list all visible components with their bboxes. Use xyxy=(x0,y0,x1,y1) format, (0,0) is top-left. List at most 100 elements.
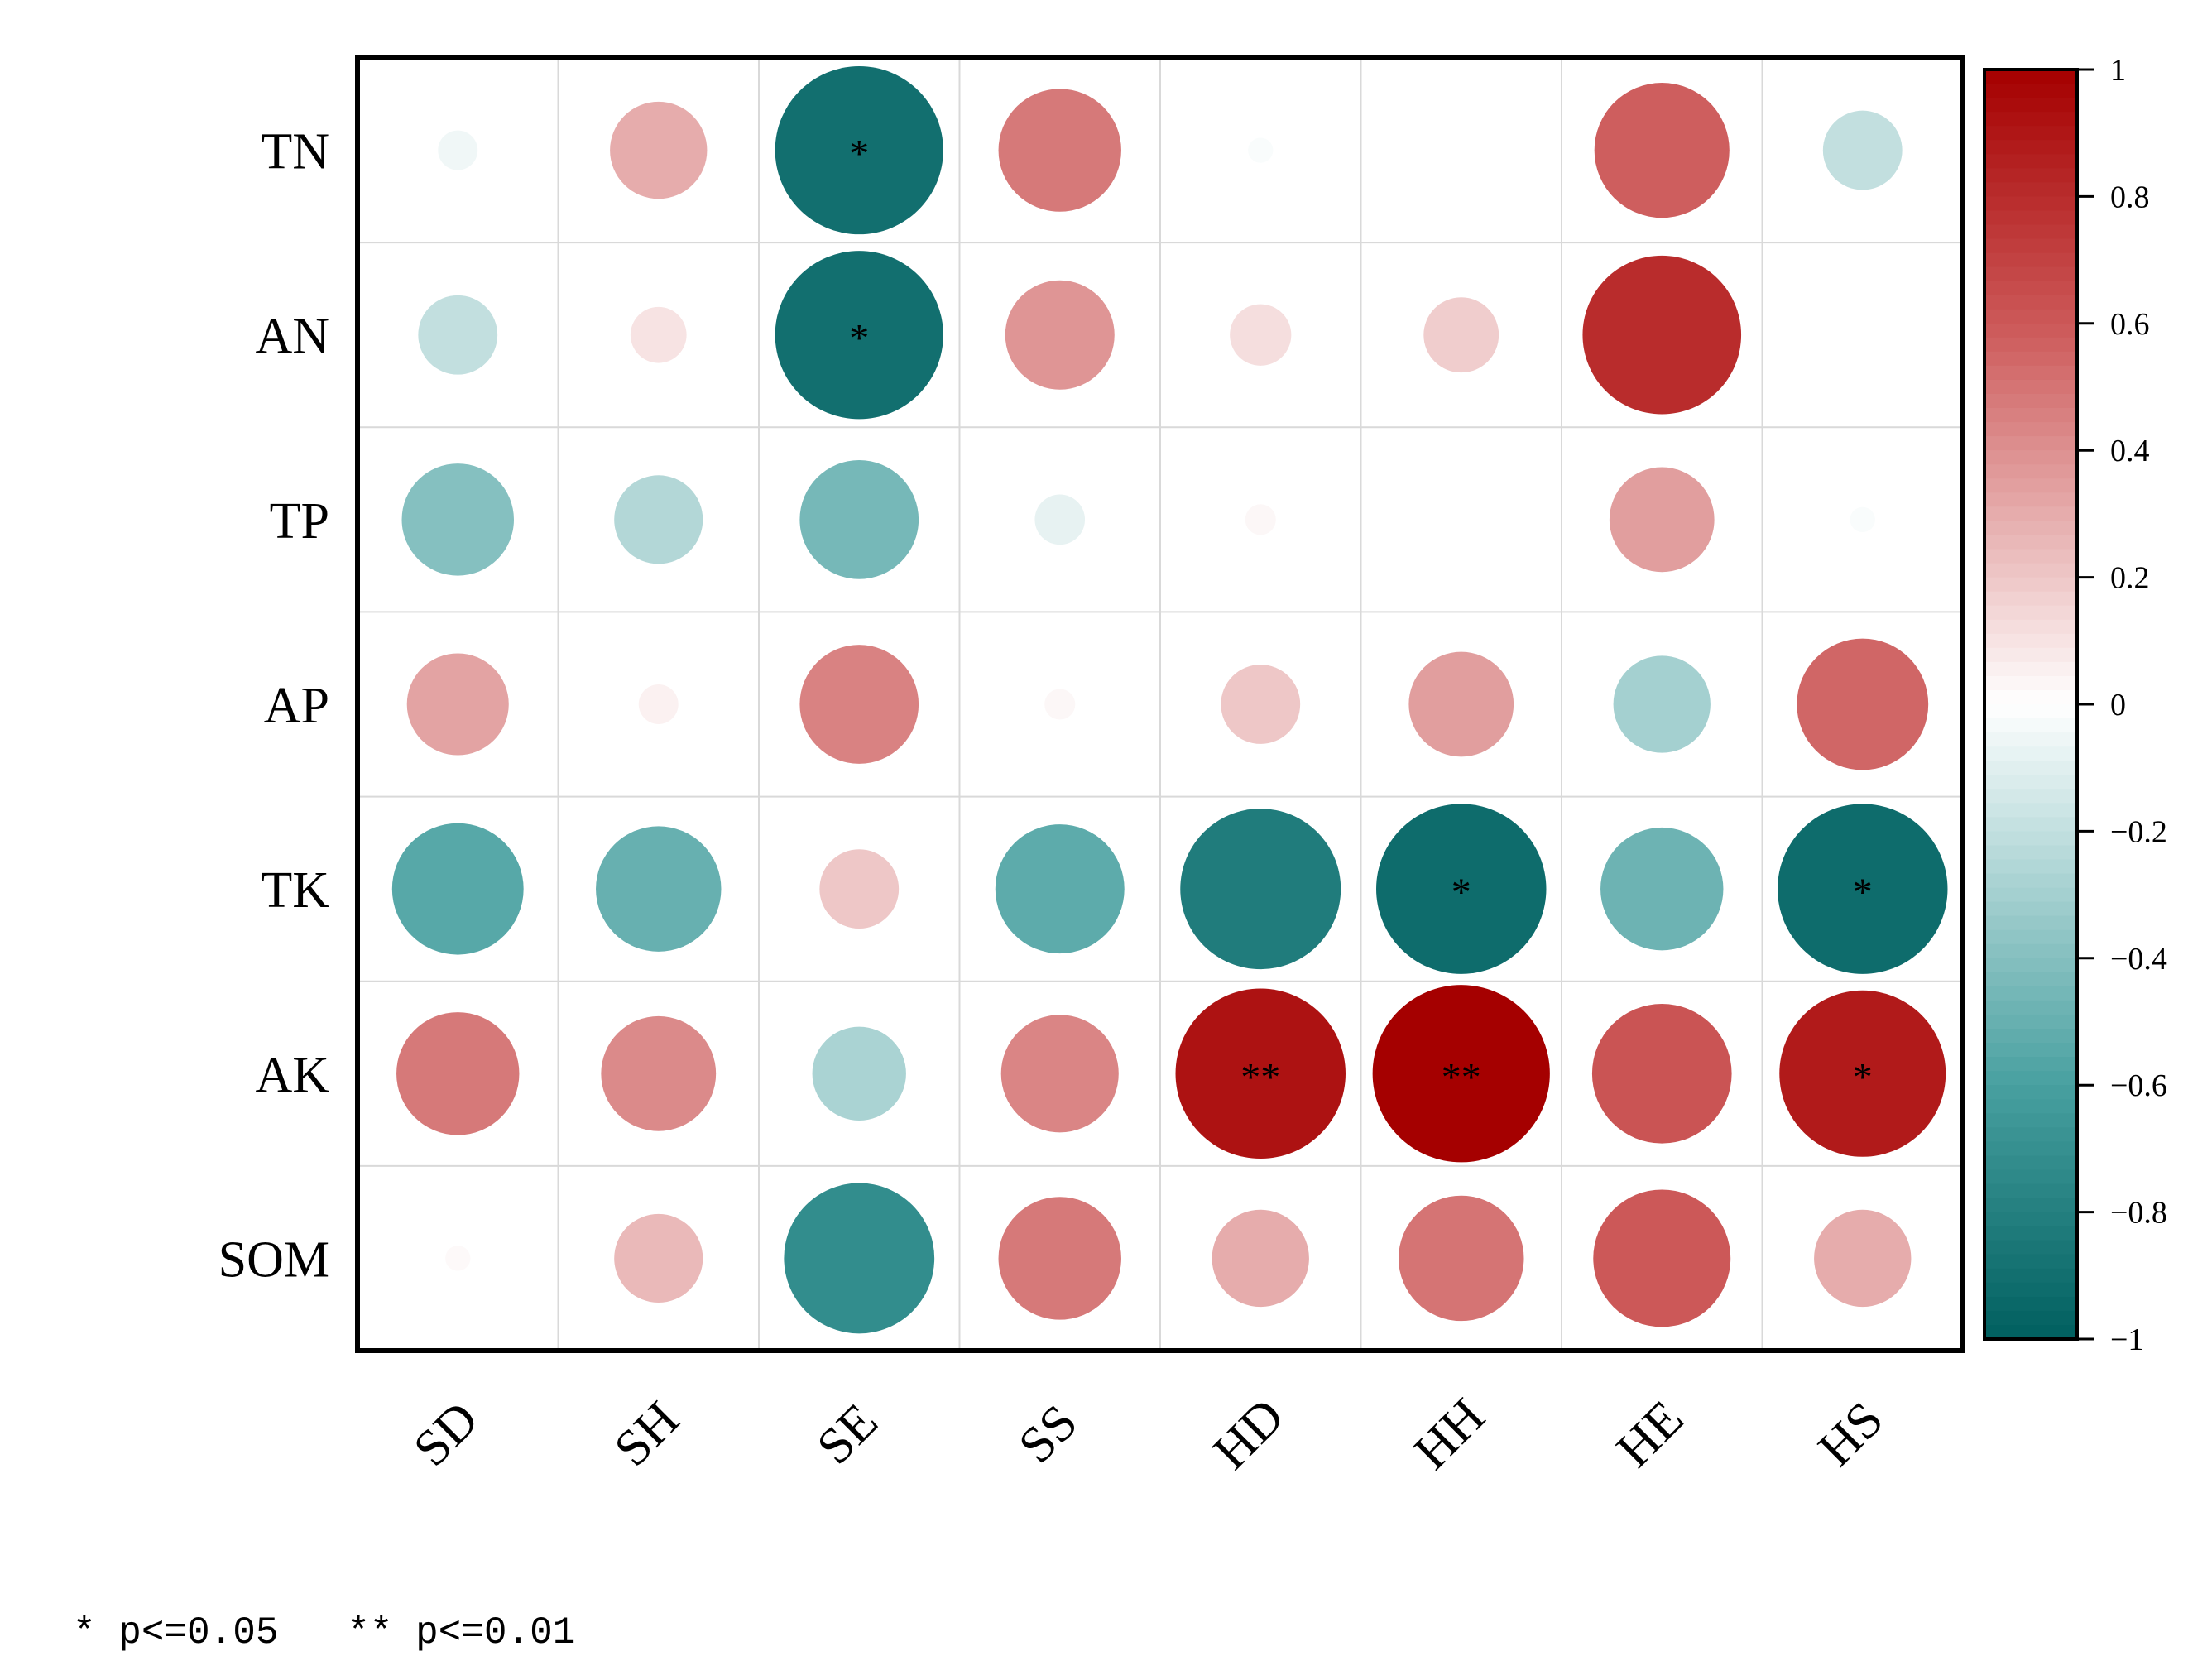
circle-som-hs xyxy=(1814,1209,1912,1308)
column-label-hs: HS xyxy=(1808,1391,1894,1477)
circle-an-sh xyxy=(630,306,687,363)
circle-tk-hh xyxy=(1376,804,1547,974)
circle-tn-hd xyxy=(1248,137,1274,163)
colorbar-swatch xyxy=(1984,478,2077,494)
colorbar: 1 0.8 0.6 0.4 0.2 0 −0.2 −0.4 −0.6 −0.8 −1 xyxy=(1983,53,2167,1357)
colorbar-swatch xyxy=(1984,563,2077,578)
colorbar-swatch xyxy=(1984,845,2077,861)
colorbar-swatch xyxy=(1984,549,2077,564)
colorbar-swatch xyxy=(1984,1099,2077,1115)
colorbar-swatch xyxy=(1984,337,2077,353)
significance-star: * xyxy=(1451,871,1471,914)
colorbar-swatch xyxy=(1984,859,2077,875)
colorbar-swatch xyxy=(1984,450,2077,466)
significance-star: * xyxy=(849,132,869,176)
colorbar-swatch xyxy=(1984,732,2077,748)
colorbar-swatch xyxy=(1984,126,2077,142)
colorbar-swatch xyxy=(1984,309,2077,324)
circle-ap-ss xyxy=(1044,689,1076,720)
circle-ap-se xyxy=(799,645,919,764)
colorbar-swatch xyxy=(1984,675,2077,691)
circle-tk-sh xyxy=(596,826,722,952)
colorbar-swatch xyxy=(1984,112,2077,127)
circle-tk-sd xyxy=(391,823,524,955)
colorbar-swatch xyxy=(1984,689,2077,705)
circle-an-sd xyxy=(418,295,498,375)
circle-som-ss xyxy=(998,1197,1121,1320)
colorbar-swatch xyxy=(1984,1296,2077,1312)
column-label-he: HE xyxy=(1606,1390,1695,1479)
circle-tp-hd xyxy=(1245,504,1276,535)
colorbar-swatch xyxy=(1984,605,2077,621)
significance-star: ** xyxy=(1442,1055,1481,1099)
colorbar-swatch xyxy=(1984,1141,2077,1157)
colorbar-swatch xyxy=(1984,577,2077,593)
colorbar-swatch xyxy=(1984,182,2077,198)
grid-lines xyxy=(357,58,1963,1351)
circle-som-hh xyxy=(1399,1195,1524,1322)
colorbar-swatch xyxy=(1984,803,2077,818)
significance-star: * xyxy=(1853,1055,1873,1099)
colorbar-swatch xyxy=(1984,1127,2077,1143)
circle-tp-ss xyxy=(1034,494,1086,545)
circle-tp-sd xyxy=(401,463,514,576)
colorbar-swatch xyxy=(1984,775,2077,790)
circle-tp-he xyxy=(1609,467,1715,573)
colorbar-swatch xyxy=(1984,281,2077,296)
colorbar-swatch xyxy=(1984,295,2077,310)
row-label-ak: AK xyxy=(255,1047,329,1103)
colorbar-swatch xyxy=(1984,70,2077,85)
circle-som-sd xyxy=(445,1246,471,1271)
row-label-som: SOM xyxy=(218,1231,329,1288)
circle-tp-se xyxy=(799,460,919,579)
circle-ap-hh xyxy=(1408,651,1514,757)
colorbar-swatch xyxy=(1984,436,2077,452)
circle-tk-he xyxy=(1600,827,1724,951)
colorbar-swatch xyxy=(1984,154,2077,170)
circle-tn-hs xyxy=(1822,110,1903,190)
colorbar-swatch xyxy=(1984,351,2077,367)
colorbar-swatch xyxy=(1984,943,2077,959)
colorbar-swatch xyxy=(1984,1043,2077,1058)
colorbar-swatch xyxy=(1984,506,2077,522)
circle-tn-ss xyxy=(998,89,1121,212)
colorbar-swatch xyxy=(1984,196,2077,212)
column-label-sh: SH xyxy=(604,1391,690,1477)
column-label-hd: HD xyxy=(1202,1388,1294,1480)
colorbar-swatch xyxy=(1984,761,2077,776)
colorbar-swatch xyxy=(1984,464,2077,480)
colorbar-swatch xyxy=(1984,394,2077,410)
colorbar-swatch xyxy=(1984,972,2077,987)
circle-tk-hd xyxy=(1180,809,1341,970)
significance-markers: *** *** ** * xyxy=(849,132,1873,1100)
row-label-tk: TK xyxy=(261,862,329,919)
significance-legend: * p<=0.05 ** p<=0.01 xyxy=(73,1611,575,1654)
colorbar-tick-label: 0.2 xyxy=(2110,561,2150,596)
circle-ap-sh xyxy=(638,684,679,724)
colorbar-tick-label: 0.4 xyxy=(2110,434,2150,468)
colorbar-swatch xyxy=(1984,1212,2077,1227)
colorbar-swatch xyxy=(1984,1155,2077,1171)
colorbar-swatch xyxy=(1984,1226,2077,1241)
colorbar-tick-label: −0.8 xyxy=(2110,1196,2167,1231)
colorbar-swatch xyxy=(1984,1198,2077,1213)
colorbar-swatch xyxy=(1984,535,2077,550)
colorbar-swatch xyxy=(1984,1268,2077,1284)
colorbar-swatch xyxy=(1984,1240,2077,1255)
circle-ap-sd xyxy=(406,653,509,756)
colorbar-swatch xyxy=(1984,633,2077,649)
colorbar-swatch xyxy=(1984,1029,2077,1044)
colorbar-swatch xyxy=(1984,238,2077,254)
circle-ak-hh xyxy=(1372,985,1550,1163)
colorbar-swatch xyxy=(1984,1169,2077,1185)
colorbar-swatch xyxy=(1984,1183,2077,1199)
colorbar-swatch xyxy=(1984,365,2077,381)
colorbar-tick-label: −1 xyxy=(2110,1322,2143,1357)
colorbar-swatch xyxy=(1984,887,2077,903)
colorbar-swatch xyxy=(1984,1254,2077,1270)
circle-an-hd xyxy=(1230,304,1292,366)
colorbar-swatch xyxy=(1984,168,2077,184)
colorbar-swatch xyxy=(1984,1113,2077,1129)
circle-an-ss xyxy=(1005,280,1115,390)
colorbar-tick-label: 0.8 xyxy=(2110,180,2150,214)
